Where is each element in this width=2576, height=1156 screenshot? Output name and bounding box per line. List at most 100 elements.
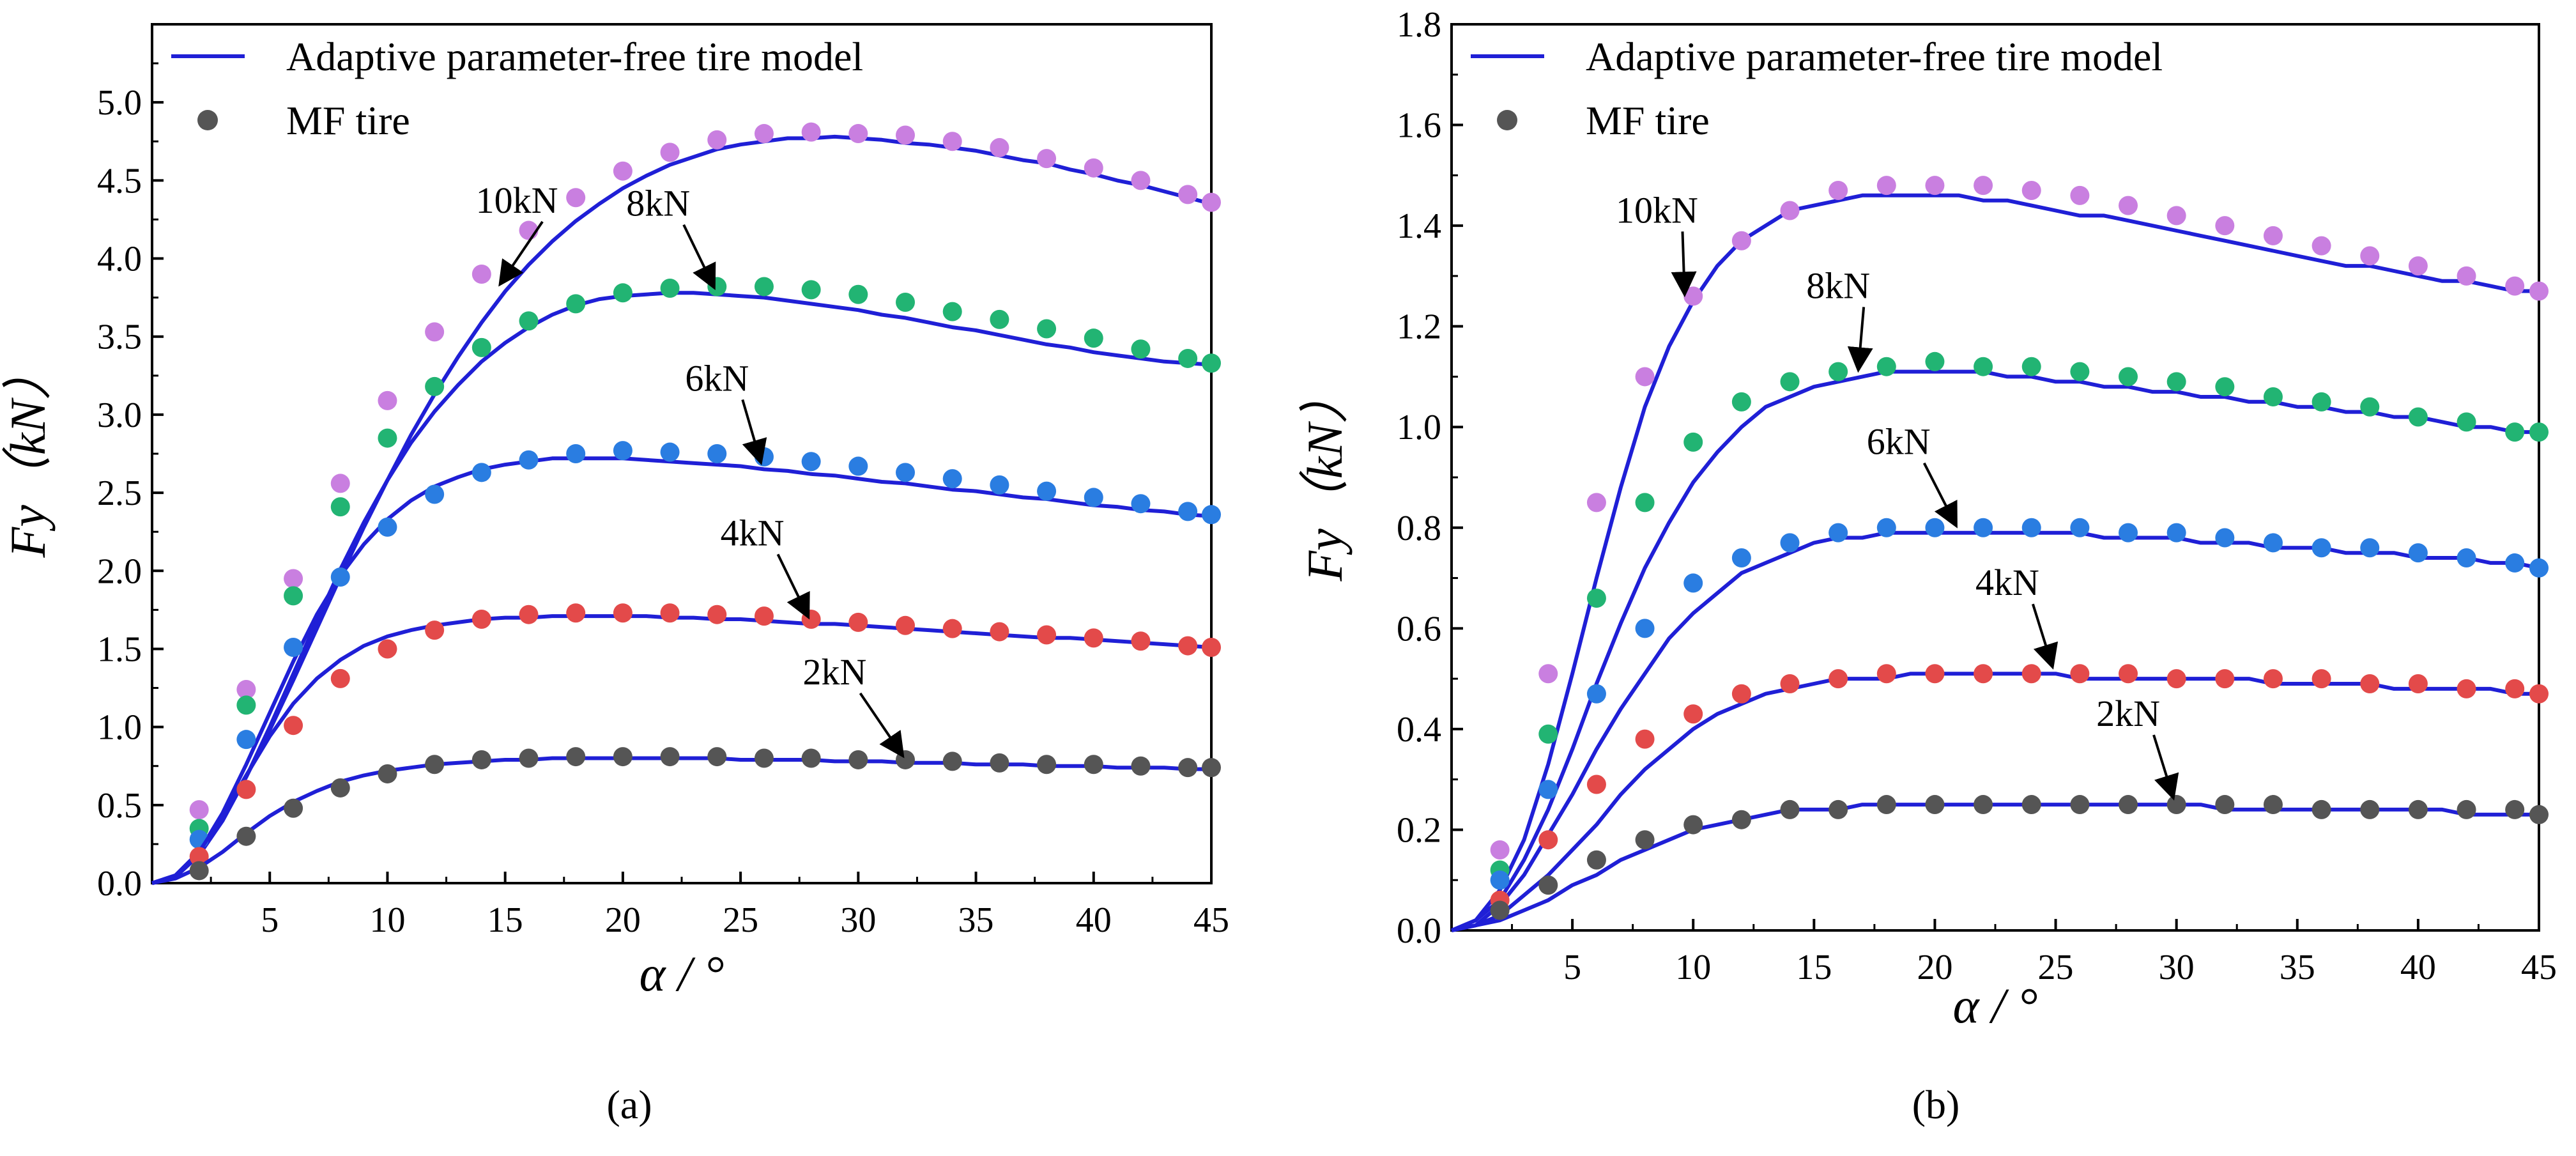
y-tick-label: 0.4 bbox=[1397, 710, 1441, 750]
mf-point bbox=[848, 456, 868, 476]
legend-label: Adaptive parameter-free tire model bbox=[1586, 34, 2163, 79]
mf-point bbox=[284, 798, 303, 818]
mf-point bbox=[2215, 528, 2235, 548]
mf-point bbox=[1731, 231, 1751, 250]
series-4kN: 4kN bbox=[151, 512, 1221, 885]
mf-point bbox=[1974, 664, 1993, 684]
mf-point bbox=[1586, 775, 1606, 794]
mf-point bbox=[1876, 176, 1896, 196]
mf-point bbox=[1780, 372, 1800, 392]
mf-point bbox=[2263, 533, 2283, 553]
mf-point bbox=[284, 716, 303, 736]
mf-point bbox=[2215, 669, 2235, 689]
mf-point bbox=[425, 484, 445, 504]
mf-point bbox=[1925, 518, 1945, 537]
series-6kN: 6kN bbox=[1451, 421, 2549, 932]
mf-point bbox=[378, 390, 397, 410]
mf-point bbox=[471, 337, 491, 357]
x-tick-label: 20 bbox=[605, 900, 641, 940]
mf-point bbox=[378, 764, 397, 783]
mf-point bbox=[1780, 201, 1800, 220]
mf-point bbox=[801, 748, 821, 768]
mf-point bbox=[1538, 664, 1558, 684]
x-tick-label: 40 bbox=[2400, 948, 2436, 987]
series-10kN: 10kN bbox=[1450, 176, 2549, 932]
mf-point bbox=[425, 620, 445, 640]
x-tick-label: 5 bbox=[1563, 948, 1581, 987]
mf-point bbox=[1131, 339, 1151, 359]
mf-point bbox=[2408, 674, 2428, 693]
mf-point bbox=[1828, 799, 1848, 819]
mf-point bbox=[2215, 216, 2235, 236]
mf-point bbox=[1635, 367, 1655, 387]
load-label-2kN: 2kN bbox=[803, 651, 867, 693]
mf-point bbox=[1731, 684, 1751, 704]
mf-point bbox=[2360, 397, 2380, 417]
y-tick-label: 1.5 bbox=[97, 629, 142, 669]
mf-point bbox=[754, 748, 774, 768]
mf-point bbox=[754, 277, 774, 297]
mf-point bbox=[1084, 755, 1103, 775]
mf-point bbox=[1780, 533, 1800, 553]
mf-point bbox=[1538, 780, 1558, 799]
y-tick-label: 0.2 bbox=[1397, 810, 1441, 850]
mf-point bbox=[660, 442, 680, 462]
load-label-2kN: 2kN bbox=[2096, 693, 2160, 734]
mf-point bbox=[236, 730, 256, 750]
mf-point bbox=[2529, 805, 2549, 824]
mf-point bbox=[1828, 669, 1848, 689]
mf-point bbox=[1731, 810, 1751, 829]
mf-point bbox=[1037, 319, 1057, 339]
model-line-2kN bbox=[151, 756, 1211, 885]
mf-point bbox=[1731, 392, 1751, 412]
mf-point bbox=[2263, 669, 2283, 689]
mf-point bbox=[1131, 756, 1151, 776]
y-tick-label: 0.5 bbox=[97, 786, 142, 826]
mf-point bbox=[2360, 246, 2380, 266]
mf-point bbox=[471, 463, 491, 482]
mf-point bbox=[2408, 799, 2428, 819]
mf-point bbox=[848, 612, 868, 632]
legend-marker-swatch bbox=[1497, 110, 1517, 130]
mf-point bbox=[519, 311, 539, 331]
mf-point bbox=[2166, 795, 2186, 815]
annotation-arrow bbox=[1847, 307, 1873, 373]
mf-point bbox=[2408, 407, 2428, 427]
mf-point bbox=[896, 750, 916, 769]
mf-point bbox=[848, 284, 868, 304]
mf-point bbox=[1876, 518, 1896, 537]
annotation-arrow bbox=[2032, 603, 2058, 670]
x-tick-label: 40 bbox=[1076, 900, 1112, 940]
mf-point bbox=[425, 376, 445, 396]
mf-point bbox=[2021, 795, 2041, 815]
mf-point bbox=[613, 603, 632, 623]
mf-point bbox=[1925, 795, 1945, 815]
mf-point bbox=[2070, 664, 2090, 684]
mf-point bbox=[189, 847, 209, 867]
mf-point bbox=[2215, 377, 2235, 397]
mf-point bbox=[1538, 830, 1558, 850]
mf-point bbox=[1202, 758, 1221, 778]
mf-point bbox=[1178, 502, 1198, 521]
mf-point bbox=[1586, 684, 1606, 704]
x-tick-label: 15 bbox=[487, 900, 523, 940]
mf-point bbox=[1683, 286, 1703, 306]
mf-point bbox=[378, 639, 397, 659]
y-tick-label: 2.5 bbox=[97, 474, 142, 513]
mf-point bbox=[425, 322, 445, 342]
y-tick-label: 0.0 bbox=[1397, 911, 1441, 951]
mf-point bbox=[189, 800, 209, 820]
mf-point bbox=[801, 122, 821, 142]
mf-point bbox=[942, 132, 962, 151]
mf-point bbox=[1178, 758, 1198, 778]
y-tick-label: 3.5 bbox=[97, 318, 142, 357]
y-tick-label: 1.2 bbox=[1397, 307, 1441, 347]
mf-point bbox=[2529, 281, 2549, 301]
mf-point bbox=[2166, 372, 2186, 392]
mf-point bbox=[2119, 196, 2138, 215]
x-tick-label: 30 bbox=[840, 900, 876, 940]
load-label-6kN: 6kN bbox=[685, 357, 749, 399]
annotation-arrow bbox=[776, 553, 810, 620]
mf-point bbox=[236, 826, 256, 846]
legend-label: MF tire bbox=[1586, 98, 1710, 143]
